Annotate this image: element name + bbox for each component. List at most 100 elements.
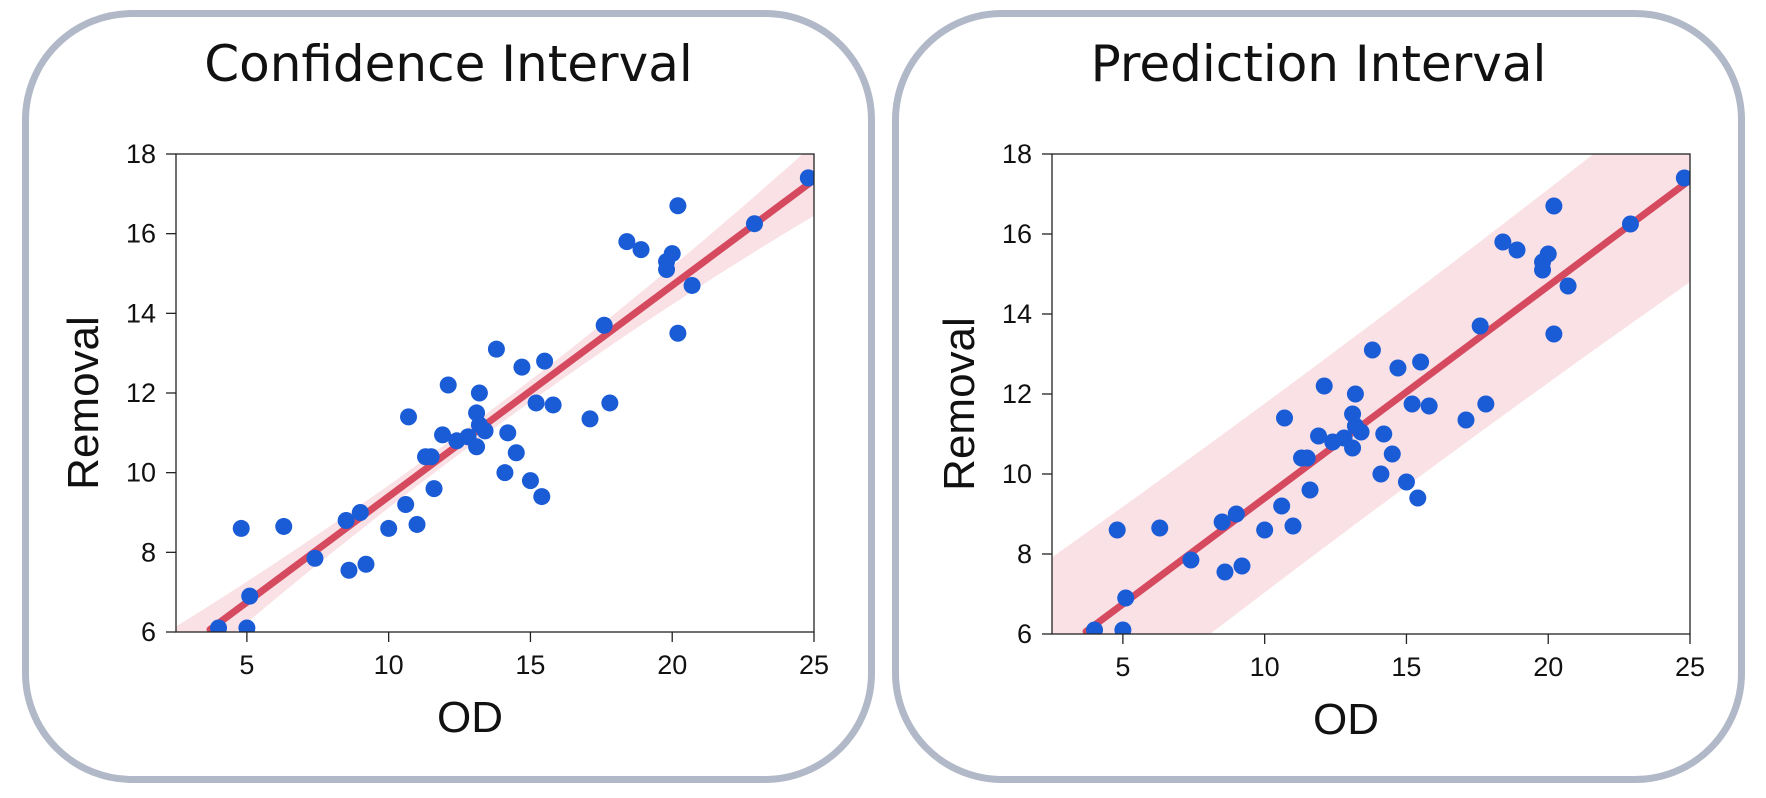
- data-point: [601, 394, 619, 412]
- x-tick-label: 20: [1533, 652, 1563, 682]
- data-point: [1344, 439, 1362, 457]
- x-tick-label: 15: [1391, 652, 1421, 682]
- y-tick-label: 12: [1002, 379, 1032, 409]
- data-point: [380, 519, 398, 537]
- data-point: [210, 619, 228, 632]
- data-point: [1117, 589, 1135, 607]
- data-point: [1276, 409, 1294, 427]
- x-tick-label: 10: [374, 650, 404, 680]
- data-point: [439, 376, 457, 394]
- data-point: [1114, 621, 1132, 634]
- x-tick-label: 10: [1250, 652, 1280, 682]
- data-point: [434, 426, 452, 444]
- y-tick-label: 16: [1002, 219, 1032, 249]
- x-tick-label: 25: [1675, 652, 1705, 682]
- data-point: [1457, 411, 1475, 429]
- data-point: [1227, 505, 1245, 523]
- data-point: [1545, 197, 1563, 215]
- data-point: [1389, 359, 1407, 377]
- data-point: [536, 352, 554, 370]
- data-point: [1383, 445, 1401, 463]
- x-axis-label: OD: [437, 693, 503, 742]
- data-point: [1539, 245, 1557, 263]
- data-point: [340, 561, 358, 579]
- x-tick-label: 25: [799, 650, 829, 680]
- data-point: [1471, 317, 1489, 335]
- data-point: [351, 504, 369, 521]
- data-point: [1086, 621, 1104, 634]
- data-point: [669, 197, 687, 215]
- data-point: [1352, 423, 1370, 441]
- y-tick-label: 8: [141, 537, 156, 567]
- y-axis-label: Removal: [935, 317, 984, 491]
- data-point: [397, 496, 415, 514]
- y-tick-label: 10: [1002, 459, 1032, 489]
- data-point: [1508, 241, 1526, 259]
- x-tick-label: 5: [239, 650, 254, 680]
- data-point: [521, 472, 539, 490]
- chart-title: Confidence Interval: [204, 35, 693, 93]
- data-point: [496, 464, 514, 482]
- data-point: [745, 215, 763, 233]
- y-tick-label: 16: [126, 219, 156, 249]
- y-tick-label: 6: [141, 617, 156, 647]
- data-point: [1346, 385, 1364, 403]
- data-point: [1182, 551, 1200, 569]
- data-point: [1233, 557, 1251, 575]
- y-tick-label: 6: [1017, 619, 1032, 649]
- data-point: [1108, 521, 1126, 539]
- data-point: [1315, 377, 1333, 395]
- data-point: [1375, 425, 1393, 443]
- data-point: [632, 241, 650, 259]
- data-point: [581, 410, 599, 428]
- data-point: [618, 233, 636, 251]
- data-point: [1409, 489, 1427, 507]
- data-point: [1298, 449, 1316, 467]
- data-point: [470, 384, 488, 402]
- interval-band: [176, 154, 814, 632]
- data-point: [1559, 277, 1577, 295]
- data-point: [1310, 427, 1328, 445]
- data-point: [1372, 465, 1390, 483]
- y-tick-label: 8: [1017, 539, 1032, 569]
- data-point: [533, 488, 551, 506]
- data-point: [241, 587, 259, 605]
- y-tick-label: 18: [126, 139, 156, 169]
- data-point: [238, 619, 256, 632]
- data-point: [468, 438, 486, 456]
- data-point: [1403, 395, 1421, 413]
- interval-band: [1052, 154, 1690, 634]
- data-point: [1301, 481, 1319, 499]
- data-point: [357, 555, 375, 573]
- data-point: [1494, 233, 1512, 251]
- data-point: [1397, 473, 1415, 491]
- data-point: [507, 444, 525, 462]
- data-point: [513, 358, 531, 376]
- data-point: [527, 394, 545, 412]
- x-tick-label: 5: [1115, 652, 1130, 682]
- data-point: [425, 480, 443, 498]
- data-point: [275, 517, 293, 535]
- data-point: [663, 245, 681, 263]
- y-tick-label: 14: [126, 298, 156, 328]
- data-point: [306, 549, 324, 567]
- data-point: [799, 169, 814, 187]
- y-axis-label: Removal: [59, 316, 108, 490]
- data-point: [1621, 215, 1639, 233]
- data-point: [1412, 353, 1430, 371]
- data-point: [544, 396, 562, 414]
- confidence-interval-panel: Confidence Interval: [22, 10, 875, 783]
- y-tick-label: 18: [1002, 139, 1032, 169]
- data-point: [487, 340, 505, 358]
- data-point: [1273, 497, 1291, 515]
- data-point: [476, 422, 494, 440]
- regression-line: [1082, 176, 1690, 634]
- chart-title: Prediction Interval: [1090, 35, 1547, 93]
- data-point: [499, 424, 517, 442]
- data-point: [1151, 519, 1169, 537]
- data-point: [408, 515, 426, 533]
- data-point: [1420, 397, 1438, 415]
- data-point: [1675, 169, 1690, 187]
